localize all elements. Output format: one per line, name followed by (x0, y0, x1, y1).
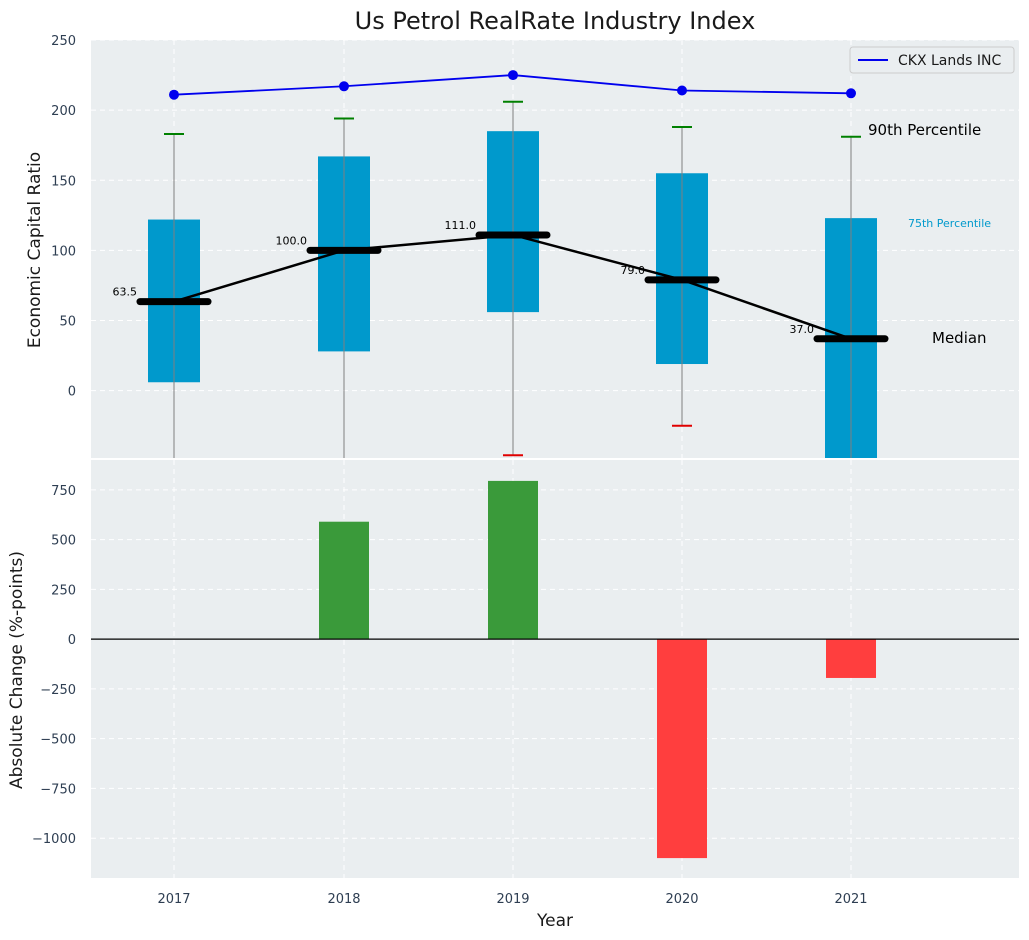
x-tick-label: 2020 (665, 892, 698, 907)
x-tick-label: 2019 (496, 892, 529, 907)
median-value-label-2019: 111.0 (445, 219, 477, 232)
legend: CKX Lands INC (849, 46, 1015, 74)
top-marks: 63.5 100.0 111.0 79.0 37.0 (113, 70, 889, 458)
top-y-axis-label: Economic Capital Ratio (25, 152, 45, 348)
median-value-label-2018: 100.0 (276, 234, 308, 247)
bottom-y-tick-label: 0 (68, 633, 76, 648)
x-tick-label: 2021 (834, 892, 867, 907)
company-point-2017 (169, 89, 179, 100)
top-y-tick-label: 150 (51, 174, 76, 189)
top-y-tick-label: 0 (68, 385, 76, 400)
legend-box (849, 46, 1015, 74)
annotation-90th-percentile: 90th Percentile (868, 121, 981, 139)
legend-label: CKX Lands INC (898, 53, 1001, 69)
x-axis-label: Year (536, 911, 573, 931)
change-bar-2019 (488, 480, 538, 640)
bottom-y-axis-label: Absolute Change (%-points) (7, 551, 27, 789)
bottom-y-tick-label: −500 (40, 733, 76, 748)
bottom-y-tick-label: 250 (51, 583, 76, 598)
bottom-plot-area (91, 460, 1019, 878)
annotation-median: Median (932, 329, 987, 347)
company-point-2020 (677, 85, 687, 96)
company-point-2021 (846, 88, 856, 99)
top-y-tick-label: 250 (51, 34, 76, 49)
bottom-y-tick-label: 750 (51, 484, 76, 499)
median-value-label-2017: 63.5 (113, 286, 138, 299)
top-y-tick-label: 100 (51, 244, 76, 259)
median-value-label-2021: 37.0 (790, 323, 815, 336)
x-tick-label: 2017 (157, 892, 190, 907)
change-bar-2021 (826, 639, 876, 678)
median-value-label-2020: 79.0 (621, 264, 646, 277)
company-point-2019 (508, 70, 518, 81)
top-plot-area (91, 40, 1019, 458)
x-tick-label: 2018 (327, 892, 360, 907)
axes-text: 0 50 100 150 200 250 −1000 −750 −500 −250 0 250 500 7… (32, 34, 868, 907)
annotation-75th-percentile: 75th Percentile (908, 217, 991, 230)
chart-title: Us Petrol RealRate Industry Index (355, 7, 756, 35)
bottom-y-tick-label: −1000 (32, 832, 76, 847)
bottom-y-tick-label: −250 (40, 683, 76, 698)
top-y-tick-label: 50 (59, 315, 76, 330)
bottom-y-tick-label: −750 (40, 782, 76, 797)
top-y-tick-label: 200 (51, 104, 76, 119)
change-bar-2018 (319, 521, 369, 640)
bottom-y-tick-label: 500 (51, 534, 76, 549)
bottom-marks (91, 480, 1019, 859)
change-bar-2020 (657, 639, 707, 859)
company-point-2018 (339, 81, 349, 92)
